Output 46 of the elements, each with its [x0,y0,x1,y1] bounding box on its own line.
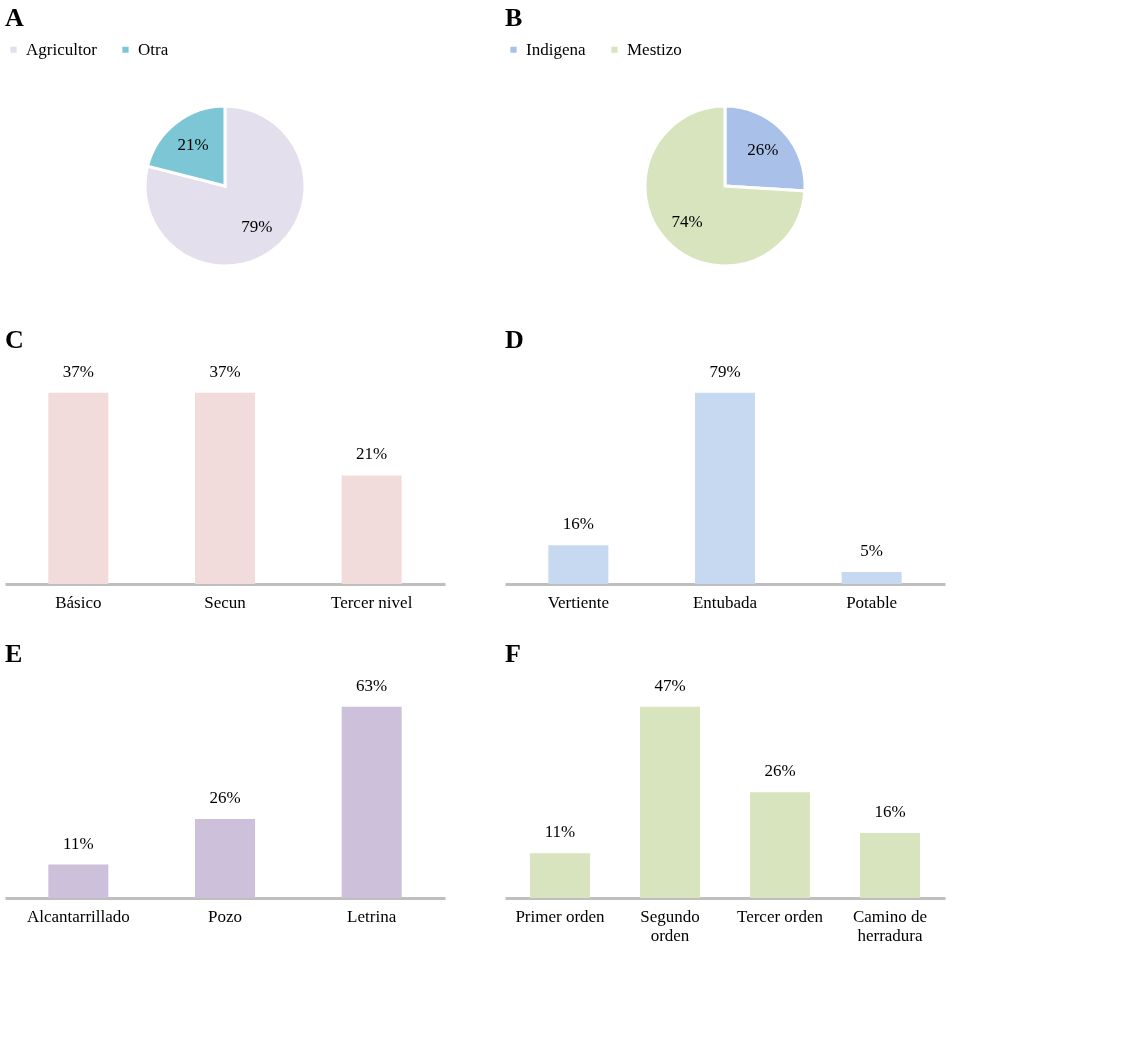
data-label: 16% [562,514,594,534]
x-tick-label: Alcantarrillado [26,906,130,926]
x-tick-label: Secun [204,592,247,612]
x-tick-label: Tercer orden [736,906,824,926]
chart-title: B [505,3,523,32]
data-label: 5% [860,540,883,560]
x-tick-label: Camino de herradura [852,906,928,945]
x-tick-label: Vertiente [547,592,610,612]
data-label: 26% [764,761,796,781]
x-tick-label: Segundo orden [640,906,700,945]
data-label: 26% [747,140,779,160]
data-label: 21% [177,134,209,154]
chart-title: D [505,324,524,354]
data-label: 74% [671,211,703,231]
legend-label: Agricultor [26,39,98,59]
data-label: 37% [62,361,94,381]
x-tick-label: Básico [55,592,102,612]
data-label: 79% [241,217,273,237]
legend-label: Otra [138,39,169,59]
x-tick-label: Potable [846,592,898,612]
data-label: 11% [544,822,576,842]
data-label: 16% [874,801,906,821]
data-label: 47% [654,675,686,695]
x-tick-label: Letrina [347,906,397,926]
chart-title: C [5,324,24,354]
data-label: 11% [63,833,94,853]
data-label: 37% [209,361,241,381]
pie-slice [143,104,307,268]
x-tick-label: Primer orden [515,906,606,926]
pie-slice [643,104,807,268]
x-tick-label: Entubada [692,592,758,612]
data-label: 63% [356,675,388,695]
data-label: 79% [709,361,741,381]
bar [530,853,590,898]
x-tick-label: Tercer nivel [330,592,413,612]
bar [640,706,700,898]
x-tick-label: Pozo [208,906,242,926]
data-label: 21% [356,444,388,464]
bar [860,832,920,898]
data-label: 26% [209,788,241,808]
bar [750,792,810,898]
legend-label: Indigena [526,39,586,59]
chart-title: E [5,638,23,668]
legend-label: Mestizo [627,39,682,59]
chart-title: A [5,3,24,32]
chart-title: F [505,638,521,668]
